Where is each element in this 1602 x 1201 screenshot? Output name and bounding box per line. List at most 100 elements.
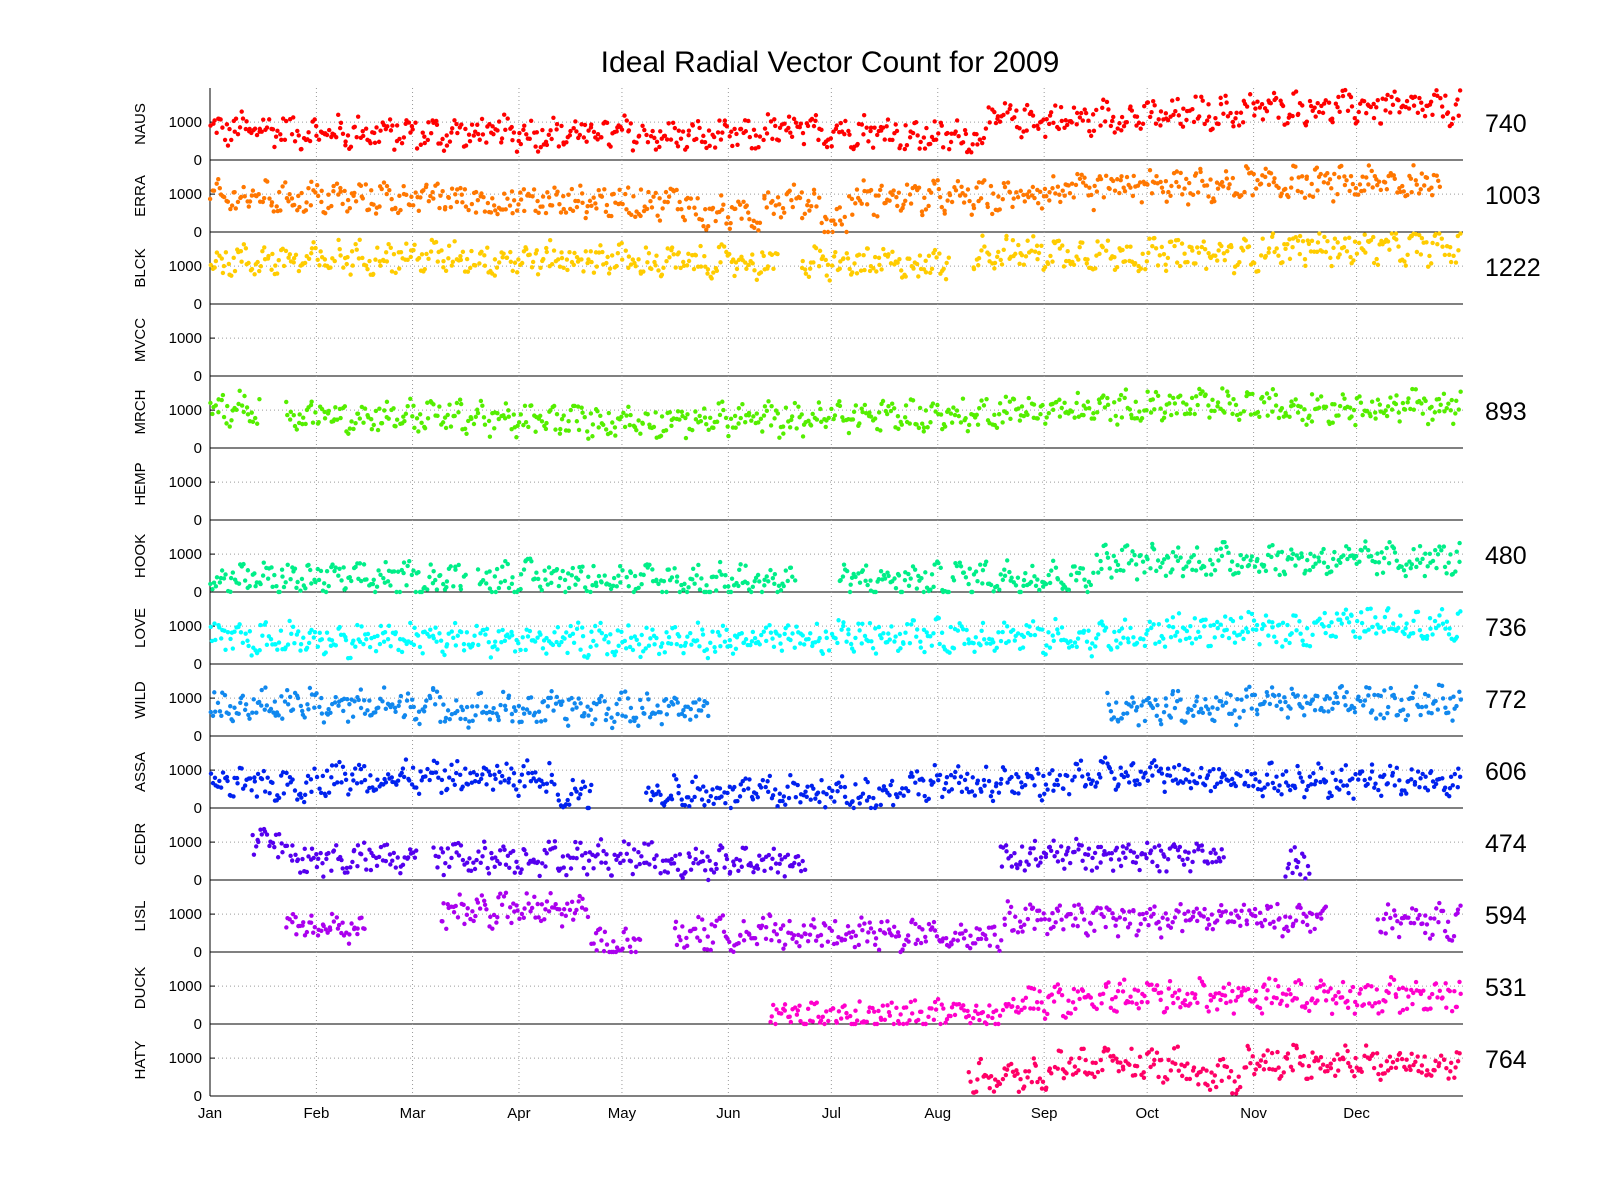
data-point [793,120,799,125]
data-point [1076,570,1082,576]
data-point [477,261,482,266]
data-point [1287,237,1292,242]
data-point [300,421,305,427]
data-point [570,208,576,214]
data-point [770,198,775,204]
data-point [409,194,414,199]
data-point [459,192,464,197]
data-point [243,246,249,251]
data-point [357,416,363,421]
data-point [858,268,864,273]
data-point [1121,711,1126,716]
data-point [667,410,673,415]
data-point [1176,184,1182,189]
data-point [285,562,290,567]
data-point [287,618,292,624]
data-point [850,212,855,217]
data-point [949,420,955,425]
data-point [250,710,255,715]
data-point [275,271,280,276]
data-point [281,263,287,269]
data-point [1303,568,1308,573]
data-point [1458,697,1464,702]
data-point [886,573,891,579]
data-point [665,246,670,251]
data-point [353,420,358,426]
data-point [319,199,324,205]
data-point [1268,171,1274,176]
data-point [266,253,271,259]
data-point [574,626,580,632]
data-point [1419,401,1424,406]
data-point [249,410,254,415]
data-point [965,428,971,434]
data-point [887,198,892,203]
data-point [1381,555,1387,561]
data-point [1184,117,1189,123]
data-point [948,411,954,416]
data-point [1361,98,1367,104]
data-point [686,205,692,210]
data-point [805,202,810,208]
data-point [455,130,460,136]
data-point [1181,106,1186,111]
data-point [654,577,659,583]
data-point [1308,103,1314,109]
data-point [728,589,734,595]
data-point [963,416,968,421]
data-point [613,433,618,438]
data-point [872,125,877,130]
data-point [1315,188,1320,193]
data-point [547,237,553,243]
data-point [897,631,903,637]
data-point [437,205,442,211]
data-point [1210,397,1215,403]
data-point [1316,555,1321,560]
data-point [1214,547,1219,552]
data-point [1343,607,1349,612]
data-point [1434,88,1439,93]
data-point [615,251,621,256]
data-point [1158,109,1164,114]
data-point [544,651,549,656]
data-point [572,403,577,409]
data-point [373,710,378,715]
data-point [247,629,253,634]
data-point [1178,170,1183,176]
data-point [328,265,333,270]
data-point [790,631,795,636]
data-point [1422,573,1428,579]
data-point [833,249,838,255]
data-point [1240,248,1246,253]
data-point [755,572,761,578]
data-point [1032,249,1038,254]
data-point [533,429,538,434]
data-point [467,138,473,144]
data-point [214,575,220,580]
data-point [1151,622,1156,627]
data-point [341,265,346,270]
data-point [1390,102,1396,108]
data-point [444,584,449,590]
data-point [590,721,595,727]
data-point [234,407,239,413]
data-point [509,581,515,586]
data-point [1025,238,1030,243]
data-point [603,427,609,432]
data-point [523,420,529,425]
data-point [651,424,657,430]
data-point [452,118,457,123]
data-point [580,200,585,205]
data-point [1425,633,1430,639]
data-point [1270,387,1276,392]
data-point [1074,122,1079,127]
data-point [1252,692,1258,698]
data-point [493,589,498,595]
data-point [521,711,527,716]
data-point [514,435,519,440]
data-point [552,185,557,190]
data-point [228,575,234,581]
data-point [487,717,493,722]
data-point [355,114,361,119]
series-stat: 1222 [1485,254,1541,282]
